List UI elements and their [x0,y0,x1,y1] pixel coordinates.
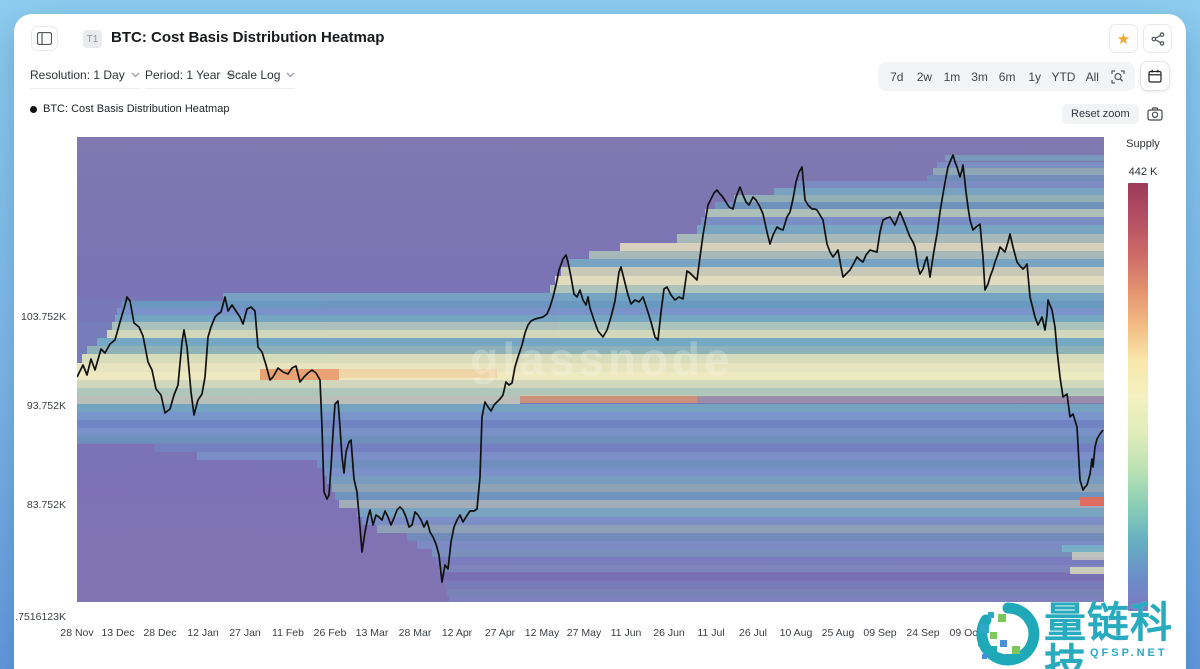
x-tick-label: 27 May [566,627,602,639]
panel-icon [37,32,52,45]
screenshot-button[interactable] [1145,104,1164,123]
tab-badge: T1 [83,30,102,48]
x-tick-label: 28 Dec [143,627,177,639]
reset-zoom-button[interactable]: Reset zoom [1062,104,1139,124]
resolution-dropdown[interactable]: Resolution: 1 Day [30,68,140,89]
x-tick-label: 26 Jun [653,627,685,639]
x-tick-label: 26 Jul [738,627,768,639]
x-tick-label: 11 Jun [610,627,642,639]
x-tick-label: 12 Apr [441,627,473,639]
range-button-1m[interactable]: 1m [943,69,961,84]
series-color-dot [30,105,37,113]
heatmap-canvas[interactable] [77,137,1104,602]
x-tick-label: 12 May [524,627,560,639]
x-tick-label: 28 Mar [398,627,432,639]
resolution-dropdown-label: Resolution: 1 Day [30,68,125,82]
colorbar-gradient [1128,183,1148,611]
calendar-icon [1148,69,1162,83]
y-tick-label: 93.752K [26,400,66,412]
x-tick-label: 24 Sep [906,627,940,639]
chevron-down-icon [226,72,235,78]
x-tick-label: 13 Dec [101,627,135,639]
range-button-6m[interactable]: 6m [998,69,1016,84]
range-button-3m[interactable]: 3m [971,69,988,84]
zoom-area-icon [1111,69,1125,84]
range-button-2w[interactable]: 2w [916,69,933,84]
x-tick-label: 11 Jul [697,627,725,639]
y-tick-label: 103.752K [21,311,66,323]
x-tick-label: 11 Feb [272,627,304,639]
colorbar-title: Supply [1126,138,1160,150]
x-tick-label: 09 Oct [949,627,981,639]
x-tick-label: 27 Jan [229,627,261,639]
x-tick-label: 12 Jan [187,627,219,639]
share-icon [1150,31,1164,46]
period-dropdown-label: Period: 1 Year [145,68,221,82]
x-tick-label: 10 Aug [779,627,813,639]
range-button-1y[interactable]: 1y [1028,69,1042,84]
y-tick-label: .7516123K [15,611,66,623]
series-legend-item[interactable]: BTC: Cost Basis Distribution Heatmap [30,103,229,115]
scale-dropdown-label: Scale Log [227,68,281,82]
chevron-down-icon [286,72,295,78]
x-tick-label: 28 Nov [60,627,94,639]
x-tick-label: 26 Feb [313,627,347,639]
star-icon: ★ [1116,30,1131,48]
period-dropdown[interactable]: Period: 1 Year [145,68,236,89]
favorite-button[interactable]: ★ [1109,24,1138,53]
chart-card: T1 BTC: Cost Basis Distribution Heatmap … [14,14,1186,669]
chevron-down-icon [131,72,140,78]
calendar-button[interactable] [1140,61,1170,91]
scale-dropdown[interactable]: Scale Log [227,68,296,89]
camera-icon [1146,106,1163,121]
range-selector: 7d 2w 1m 3m 6m 1y YTD All [878,62,1135,91]
range-button-ytd[interactable]: YTD [1051,69,1076,84]
page-title: BTC: Cost Basis Distribution Heatmap [111,29,385,46]
x-tick-label: 25 Aug [821,627,855,639]
series-legend-label: BTC: Cost Basis Distribution Heatmap [43,103,230,115]
share-button[interactable] [1143,24,1172,53]
colorbar-max-value: 442 K [1128,166,1158,178]
sidebar-toggle-button[interactable] [31,26,58,51]
range-button-all[interactable]: All [1085,69,1099,84]
x-tick-label: 09 Sep [863,627,897,639]
x-tick-label: 27 Apr [484,627,516,639]
range-button-7d[interactable]: 7d [890,69,904,84]
y-tick-label: 83.752K [26,499,66,511]
heatmap-plot[interactable]: glassnode [77,137,1104,602]
zoom-area-button[interactable] [1107,69,1129,84]
x-tick-label: 13 Mar [355,627,389,639]
